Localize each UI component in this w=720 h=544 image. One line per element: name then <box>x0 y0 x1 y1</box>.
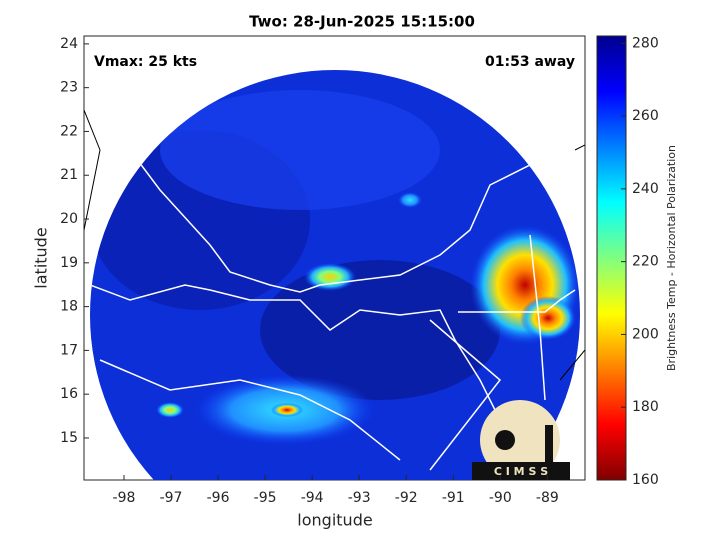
y-tick-label: 20 <box>60 211 78 227</box>
colorbar-tick-label: 260 <box>632 108 659 124</box>
colorbar <box>596 35 627 481</box>
y-tick-label: 16 <box>60 386 78 402</box>
x-tick-label: -90 <box>489 490 512 506</box>
annotation: 01:53 away <box>485 54 575 70</box>
y-tick-label: 18 <box>60 299 78 315</box>
y-tick-label: 17 <box>60 342 78 358</box>
y-tick-label: 24 <box>60 36 78 52</box>
x-tick-label: -96 <box>207 490 230 506</box>
colorbar-tick-label: 180 <box>632 399 659 415</box>
y-tick-label: 15 <box>60 430 78 446</box>
y-tick-label: 23 <box>60 80 78 96</box>
y-tick-label: 19 <box>60 255 78 271</box>
x-tick-label: -97 <box>160 490 183 506</box>
colorbar-tick-label: 280 <box>632 35 659 51</box>
x-tick-label: -92 <box>395 490 418 506</box>
x-tick-label: -95 <box>254 490 277 506</box>
y-tick-label: 22 <box>60 123 78 139</box>
logo: C I M S S <box>472 400 570 480</box>
colorbar-tick-label: 240 <box>632 181 659 197</box>
chart-title: Two: 28-Jun-2025 15:15:00 <box>249 13 475 31</box>
map-field: C I M S S <box>84 70 585 480</box>
logo-text: C I M S S <box>494 465 548 478</box>
x-tick-label: -98 <box>113 490 136 506</box>
x-tick-label: -89 <box>536 490 559 506</box>
x-axis-label: longitude <box>297 511 372 530</box>
y-axis-label: latitude <box>32 227 51 288</box>
colorbar-tick-label: 200 <box>632 326 659 342</box>
y-tick-label: 21 <box>60 167 78 183</box>
x-tick-label: -91 <box>442 490 465 506</box>
colorbar-tick-label: 160 <box>632 472 659 488</box>
x-tick-label: -93 <box>348 490 371 506</box>
annotation: Vmax: 25 kts <box>94 54 197 70</box>
colorbar-tick-label: 220 <box>632 254 659 270</box>
x-tick-label: -94 <box>301 490 324 506</box>
colorbar-label: Brightness Temp - Horizontal Polarizatio… <box>665 145 678 371</box>
